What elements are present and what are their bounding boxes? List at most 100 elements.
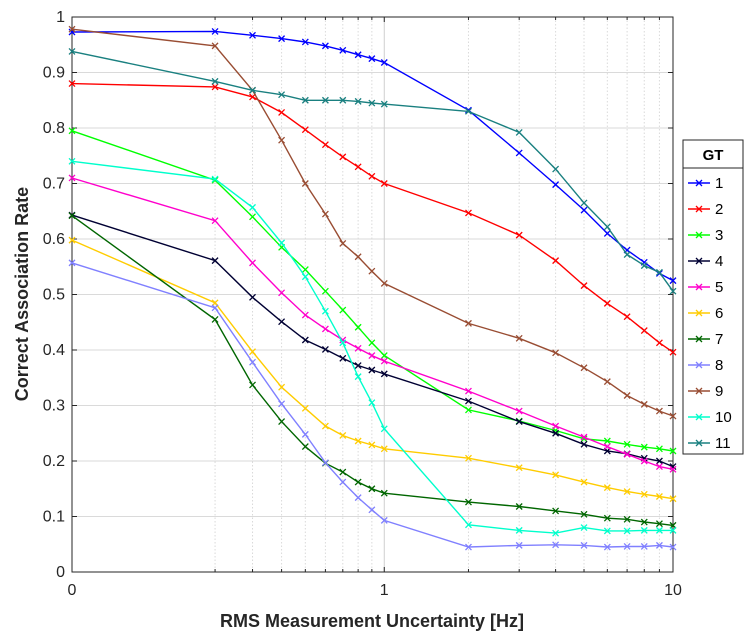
series-line — [71, 50, 674, 292]
legend-label: 2 — [715, 201, 723, 218]
data-point — [465, 107, 472, 115]
series-10 — [68, 157, 677, 537]
data-point — [515, 503, 523, 510]
data-point — [368, 366, 376, 374]
data-point — [465, 543, 472, 551]
legend-item-1: 1 — [688, 175, 723, 192]
x-axis-label: RMS Measurement Uncertainty [Hz] — [220, 611, 524, 631]
data-point — [580, 478, 588, 486]
data-point — [640, 518, 648, 526]
data-point — [339, 468, 347, 476]
data-point — [603, 299, 611, 307]
y-tick-label: 0.2 — [43, 453, 65, 470]
data-point — [278, 91, 286, 99]
data-point — [301, 273, 309, 281]
data-point — [354, 323, 362, 331]
x-tick-label: 10 — [664, 582, 682, 599]
data-point — [580, 206, 588, 214]
legend-item-3: 3 — [688, 227, 723, 244]
data-point — [640, 457, 648, 465]
series-5 — [68, 174, 677, 473]
y-tick-label: 0.4 — [43, 342, 65, 359]
data-point — [211, 217, 219, 225]
legend-item-8: 8 — [688, 357, 723, 374]
data-point — [465, 319, 472, 327]
data-point — [655, 407, 663, 415]
data-point — [623, 251, 631, 258]
legend-swatch-marker — [695, 231, 703, 239]
data-point — [380, 352, 388, 360]
data-point — [211, 316, 219, 323]
data-point — [380, 279, 388, 287]
data-point — [339, 478, 347, 486]
data-point — [623, 450, 631, 458]
legend-swatch-marker — [695, 387, 703, 395]
series-8 — [68, 259, 677, 551]
data-point — [321, 422, 329, 430]
data-point — [339, 96, 347, 104]
data-point — [552, 429, 560, 437]
data-point — [655, 339, 663, 347]
series-9 — [68, 25, 677, 420]
series-4 — [68, 211, 677, 471]
data-point — [211, 175, 219, 183]
legend-swatch-marker — [695, 413, 703, 421]
series-11 — [68, 47, 677, 295]
data-point — [249, 381, 256, 389]
data-point — [552, 257, 560, 265]
data-point — [278, 109, 286, 116]
data-point — [278, 239, 286, 247]
data-point — [623, 392, 631, 399]
legend-item-7: 7 — [688, 331, 723, 348]
data-point — [603, 527, 611, 535]
data-point — [68, 47, 76, 55]
data-point — [580, 510, 588, 518]
data-point — [515, 407, 523, 415]
data-point — [368, 55, 376, 63]
data-point — [339, 354, 347, 362]
data-point — [552, 541, 560, 549]
data-point — [321, 96, 329, 104]
data-point — [515, 526, 523, 534]
series-line — [71, 177, 674, 470]
y-tick-label: 0.8 — [43, 120, 65, 137]
data-point — [669, 412, 677, 420]
data-point — [669, 447, 677, 455]
legend-swatch-marker — [695, 309, 703, 317]
legend-label: 10 — [715, 409, 732, 426]
data-point — [321, 345, 329, 353]
legend-label: 11 — [715, 435, 731, 452]
data-point — [321, 210, 329, 218]
data-point — [354, 253, 362, 261]
data-point — [640, 526, 648, 534]
legend-label: 5 — [715, 279, 723, 296]
data-point — [354, 362, 362, 369]
data-point — [603, 223, 611, 231]
data-point — [278, 318, 286, 326]
y-tick-label: 0.5 — [43, 287, 65, 304]
data-point — [278, 136, 286, 144]
y-tick-label: 0.3 — [43, 398, 65, 415]
data-point — [301, 96, 309, 104]
data-point — [640, 262, 648, 270]
data-point — [465, 498, 472, 506]
data-point — [321, 307, 329, 315]
data-point — [301, 430, 309, 438]
data-point — [368, 352, 376, 360]
data-point — [301, 38, 309, 46]
data-point — [278, 383, 286, 391]
data-point — [321, 287, 329, 295]
data-point — [580, 282, 588, 290]
data-point — [321, 42, 329, 50]
data-point — [380, 357, 388, 365]
y-tick-label: 1 — [56, 9, 65, 26]
data-point — [354, 344, 362, 352]
data-point — [249, 31, 256, 39]
data-point — [278, 400, 286, 408]
data-point — [515, 464, 523, 472]
data-point — [515, 334, 523, 342]
data-point — [623, 515, 631, 523]
legend-swatch-marker — [695, 179, 703, 187]
data-point — [368, 267, 376, 275]
data-point — [211, 299, 219, 307]
